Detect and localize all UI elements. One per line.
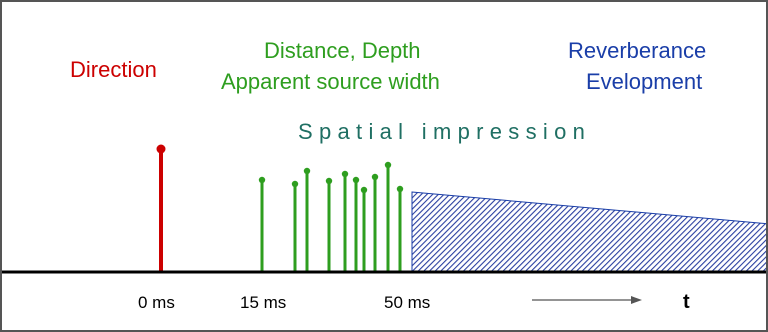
early-reflection-10 [396, 185, 404, 272]
tick-0ms: 0 ms [138, 293, 175, 312]
tick-50ms: 50 ms [384, 293, 431, 312]
early-reflection-1 [258, 176, 266, 272]
time-arrow [532, 296, 642, 304]
early-reflections [258, 161, 404, 272]
direction-label: Direction [70, 57, 157, 82]
direct-sound-impulse [156, 144, 166, 272]
early-reflection-6 [352, 176, 360, 272]
envelopment-label: Evelopment [586, 69, 703, 94]
early-reflection-5 [341, 170, 349, 272]
early-reflection-9 [384, 161, 392, 272]
early-reflection-8 [371, 173, 379, 272]
early-reflection-7 [360, 186, 368, 272]
early-reflection-2 [291, 180, 299, 272]
time-symbol: t [683, 291, 690, 313]
reverberance-label: Reverberance [568, 38, 707, 63]
early-reflection-3 [303, 167, 311, 272]
spatial-impression-label: Spatial impression [298, 119, 592, 144]
early-reflection-4 [325, 177, 333, 272]
reverberation-decay-region [411, 191, 766, 273]
apparent-source-width-label: Apparent source width [221, 69, 440, 94]
distance-depth-label: Distance, Depth [264, 38, 421, 63]
tick-15ms: 15 ms [240, 293, 287, 312]
